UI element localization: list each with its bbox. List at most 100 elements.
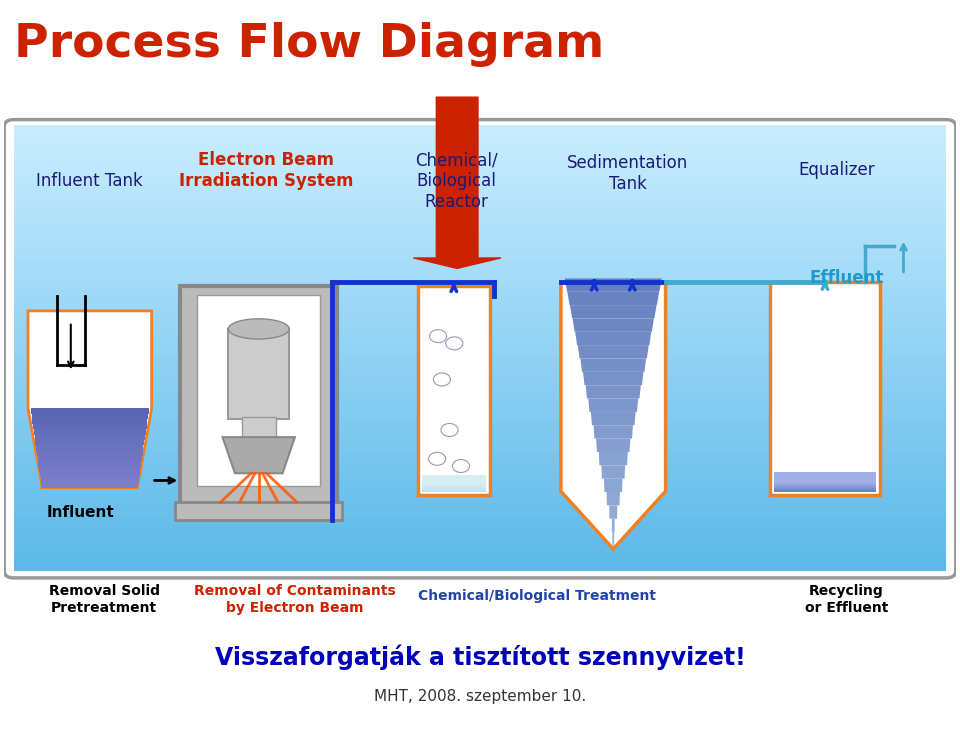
Bar <box>774 478 876 488</box>
Circle shape <box>433 373 450 386</box>
Bar <box>774 475 876 485</box>
Bar <box>13 518 947 526</box>
Polygon shape <box>570 305 657 318</box>
Bar <box>13 185 947 193</box>
Polygon shape <box>607 492 620 505</box>
Text: Influent Tank: Influent Tank <box>36 172 143 190</box>
Bar <box>13 222 947 231</box>
Bar <box>13 333 947 342</box>
Polygon shape <box>28 311 152 488</box>
Polygon shape <box>33 424 147 429</box>
Bar <box>422 477 486 487</box>
Bar <box>422 479 486 488</box>
Bar <box>13 237 947 245</box>
Polygon shape <box>588 399 638 412</box>
Bar <box>774 472 876 483</box>
Bar <box>774 479 876 489</box>
Polygon shape <box>40 477 139 483</box>
Polygon shape <box>593 426 633 439</box>
Bar <box>13 296 947 304</box>
Ellipse shape <box>228 319 289 339</box>
Polygon shape <box>31 408 149 414</box>
Bar <box>774 480 876 491</box>
Text: Removal Solid
Pretreatment: Removal Solid Pretreatment <box>49 585 159 615</box>
Bar <box>422 477 486 486</box>
Bar <box>13 244 947 253</box>
Bar <box>422 477 486 485</box>
Polygon shape <box>564 278 661 292</box>
Text: Visszaforgatják a tisztított szennyvizet!: Visszaforgatják a tisztított szennyvizet… <box>215 645 745 670</box>
Bar <box>13 192 947 201</box>
Bar <box>13 362 947 371</box>
Bar <box>774 474 876 484</box>
Bar <box>422 483 486 491</box>
Text: MHT, 2008. szeptember 10.: MHT, 2008. szeptember 10. <box>373 689 587 704</box>
Polygon shape <box>36 450 143 456</box>
Bar <box>13 340 947 349</box>
Bar <box>422 483 486 492</box>
Polygon shape <box>583 372 643 385</box>
Bar <box>422 478 486 487</box>
Text: Electron Beam
Irradiation System: Electron Beam Irradiation System <box>179 151 353 190</box>
Bar <box>13 414 947 423</box>
Text: Chemical/Biological Treatment: Chemical/Biological Treatment <box>419 589 656 603</box>
Bar <box>13 562 947 571</box>
Bar <box>13 436 947 445</box>
Bar <box>13 133 947 142</box>
Bar <box>13 429 947 437</box>
Polygon shape <box>599 452 628 465</box>
Polygon shape <box>38 461 141 466</box>
Bar <box>13 273 947 283</box>
Text: Recycling
or Effluent: Recycling or Effluent <box>804 585 888 615</box>
Bar <box>180 285 337 506</box>
Bar <box>422 477 486 485</box>
Bar <box>13 399 947 408</box>
Text: Effluent: Effluent <box>809 269 883 288</box>
Bar <box>13 251 947 260</box>
Bar <box>176 502 342 520</box>
Bar <box>242 417 276 437</box>
Circle shape <box>441 423 458 437</box>
Polygon shape <box>561 282 665 549</box>
Bar <box>13 177 947 186</box>
Bar <box>13 547 947 556</box>
Bar <box>774 477 876 487</box>
Bar <box>13 303 947 312</box>
Polygon shape <box>601 465 625 479</box>
Bar <box>419 285 490 495</box>
Text: Removal of Contaminants
by Electron Beam: Removal of Contaminants by Electron Beam <box>194 585 396 615</box>
Bar <box>13 229 947 238</box>
Bar <box>13 384 947 393</box>
Polygon shape <box>586 385 641 399</box>
Polygon shape <box>36 445 143 450</box>
Bar <box>228 329 289 419</box>
Bar <box>13 473 947 482</box>
Bar <box>13 503 947 512</box>
Bar <box>13 266 947 274</box>
Polygon shape <box>590 412 636 426</box>
Polygon shape <box>35 435 145 440</box>
Bar <box>770 282 879 495</box>
Polygon shape <box>612 519 614 532</box>
Bar <box>13 281 947 290</box>
Bar <box>13 258 947 267</box>
Bar <box>13 207 947 215</box>
Bar <box>13 421 947 430</box>
Bar <box>13 539 947 548</box>
Bar <box>13 407 947 415</box>
Bar <box>13 318 947 326</box>
Polygon shape <box>34 429 146 435</box>
Bar <box>13 444 947 453</box>
Bar <box>13 488 947 496</box>
Bar <box>13 369 947 378</box>
Bar <box>13 555 947 564</box>
Polygon shape <box>575 332 651 345</box>
Bar <box>774 477 876 487</box>
Bar <box>422 483 486 491</box>
Polygon shape <box>40 472 140 477</box>
Bar <box>13 377 947 385</box>
Bar <box>13 199 947 208</box>
Polygon shape <box>612 532 614 545</box>
Bar <box>13 495 947 504</box>
Polygon shape <box>223 437 295 473</box>
